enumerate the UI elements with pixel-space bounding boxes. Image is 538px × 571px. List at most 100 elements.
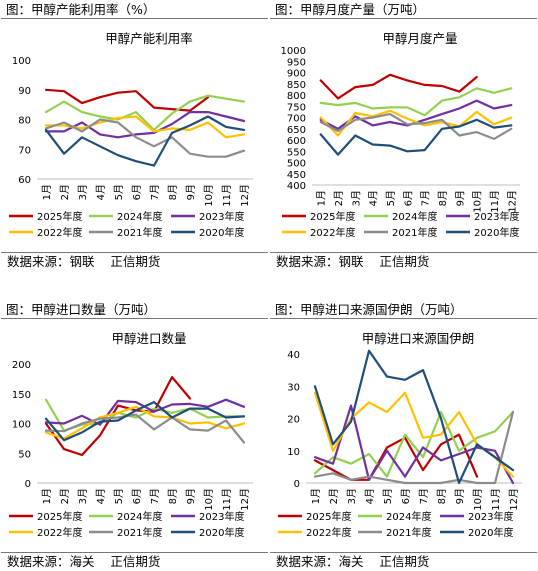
y-tick-label: 750 — [287, 102, 306, 113]
legend-label: 2023年度 — [199, 210, 244, 223]
x-tick-label: 8月 — [437, 190, 449, 206]
chart-title: 甲醇进口来源国伊朗 — [362, 331, 475, 346]
x-tick-label: 10月 — [203, 488, 215, 511]
legend-label: 2024年度 — [117, 210, 162, 223]
legend-label: 2020年度 — [199, 526, 244, 539]
y-tick-label: 950 — [287, 57, 306, 68]
x-tick-label: 10月 — [472, 190, 484, 213]
x-tick-label: 7月 — [418, 488, 430, 504]
x-tick-label: 2月 — [59, 488, 71, 504]
x-tick-label: 1月 — [41, 488, 53, 504]
chart-title: 甲醇产能利用率 — [105, 31, 193, 46]
y-tick-label: 50 — [18, 449, 31, 460]
y-tick-label: 90 — [18, 86, 31, 97]
x-tick-label: 2月 — [328, 488, 340, 504]
y-tick-label: 450 — [287, 170, 306, 181]
chart-panel-monthly-output: 图：甲醇月度产量（万吨） 甲醇月度产量 400 450 500 550 600 650 700… — [270, 1, 537, 270]
x-tick-label: 8月 — [167, 184, 179, 200]
chart-title: 甲醇月度产量 — [382, 31, 457, 46]
y-tick-label: 100 — [12, 56, 31, 67]
y-tick-label: 80 — [18, 116, 31, 127]
y-tick-label: 70 — [18, 145, 31, 156]
legend-label: 2020年度 — [468, 526, 513, 539]
x-tick-label: 1月 — [316, 190, 328, 206]
chart-import-volume: 甲醇进口数量 0 50 100 150 200 1月 2月 3月 4月 5月 6月 7月 8月 9月 10月 1… — [9, 331, 253, 539]
y-tick-label: 850 — [287, 80, 306, 91]
chart-iran-imports: 甲醇进口来源国伊朗 0 10 20 30 40 1月 2月 3月 4月 5月 6月 7月 8月 9月 10月 1… — [278, 331, 522, 539]
y-tick-label: 1000 — [281, 46, 306, 57]
y-tick-label: 500 — [287, 159, 306, 170]
panel-source: 数据来源：钢联 正信期货 — [270, 252, 537, 270]
y-tick-label: 550 — [287, 147, 306, 158]
x-tick-label: 7月 — [420, 190, 432, 206]
legend-label: 2021年度 — [392, 226, 437, 239]
y-tick-label: 700 — [287, 114, 306, 125]
x-tick-label: 5月 — [382, 488, 394, 504]
panel-caption: 图：甲醇进口来源国伊朗（万吨） — [270, 301, 537, 319]
x-tick-label: 10月 — [203, 184, 215, 207]
x-tick-label: 6月 — [131, 184, 143, 200]
series-line — [44, 94, 246, 131]
x-tick-label: 2月 — [59, 184, 71, 200]
series-line — [313, 349, 515, 485]
x-tick-label: 11月 — [221, 184, 233, 207]
panel-source: 数据来源：海关 正信期货 — [270, 552, 537, 570]
y-tick-label: 200 — [12, 360, 31, 371]
legend-label: 2025年度 — [37, 510, 82, 523]
x-tick-label: 9月 — [454, 488, 466, 504]
y-tick-label: 10 — [287, 447, 300, 458]
x-tick-label: 12月 — [508, 488, 520, 511]
y-tick-label: 150 — [12, 390, 31, 401]
panel-caption: 图：甲醇月度产量（万吨） — [270, 1, 537, 19]
x-tick-label: 9月 — [454, 190, 466, 206]
legend-label: 2022年度 — [310, 226, 355, 239]
x-tick-label: 2月 — [333, 190, 345, 206]
x-tick-label: 6月 — [400, 488, 412, 504]
x-tick-label: 8月 — [436, 488, 448, 504]
x-tick-label: 3月 — [77, 488, 89, 504]
legend-label: 2023年度 — [199, 510, 244, 523]
series-line — [319, 73, 478, 100]
x-tick-label: 7月 — [149, 488, 161, 504]
x-tick-label: 3月 — [77, 184, 89, 200]
x-tick-label: 4月 — [95, 488, 107, 504]
series-line — [44, 413, 246, 444]
legend-label: 2020年度 — [474, 226, 519, 239]
legend-label: 2022年度 — [37, 526, 82, 539]
y-tick-label: 30 — [287, 382, 300, 393]
legend-label: 2021年度 — [117, 526, 162, 539]
x-tick-label: 6月 — [131, 488, 143, 504]
chart-capacity-utilization: 甲醇产能利用率 60 70 80 90 100 1月 2月 3月 4月 5月 6月 7月 8月 9月 10月 1… — [9, 31, 253, 239]
chart-panel-iran-imports: 图：甲醇进口来源国伊朗（万吨） 甲醇进口来源国伊朗 0 10 20 30 40 1月 2月 3月… — [270, 301, 537, 570]
legend-label: 2025年度 — [306, 510, 351, 523]
series-line — [44, 111, 246, 139]
x-tick-label: 4月 — [368, 190, 380, 206]
x-tick-label: 5月 — [385, 190, 397, 206]
y-tick-label: 900 — [287, 69, 306, 80]
series-line — [44, 405, 246, 440]
x-tick-label: 3月 — [350, 190, 362, 206]
panel-caption: 图：甲醇产能利用率（%） — [1, 1, 268, 19]
x-tick-label: 6月 — [402, 190, 414, 206]
legend-label: 2024年度 — [386, 510, 431, 523]
legend-label: 2024年度 — [392, 210, 437, 223]
series-line — [44, 115, 246, 139]
panel-source: 数据来源：钢联 正信期货 — [1, 252, 268, 270]
x-tick-label: 11月 — [489, 190, 501, 213]
y-tick-label: 20 — [287, 415, 300, 426]
y-tick-label: 100 — [12, 420, 31, 431]
x-tick-label: 8月 — [167, 488, 179, 504]
legend-label: 2023年度 — [474, 210, 519, 223]
x-tick-label: 11月 — [221, 488, 233, 511]
series-line — [44, 376, 192, 457]
x-tick-label: 12月 — [506, 190, 518, 213]
x-tick-label: 4月 — [364, 488, 376, 504]
series-line — [313, 433, 479, 481]
y-tick-label: 650 — [287, 125, 306, 136]
x-tick-label: 5月 — [113, 488, 125, 504]
legend-label: 2023年度 — [468, 510, 513, 523]
x-tick-label: 10月 — [472, 488, 484, 511]
legend-label: 2025年度 — [310, 210, 355, 223]
panel-source: 数据来源：海关 正信期货 — [1, 552, 268, 570]
legend-label: 2022年度 — [37, 226, 82, 239]
